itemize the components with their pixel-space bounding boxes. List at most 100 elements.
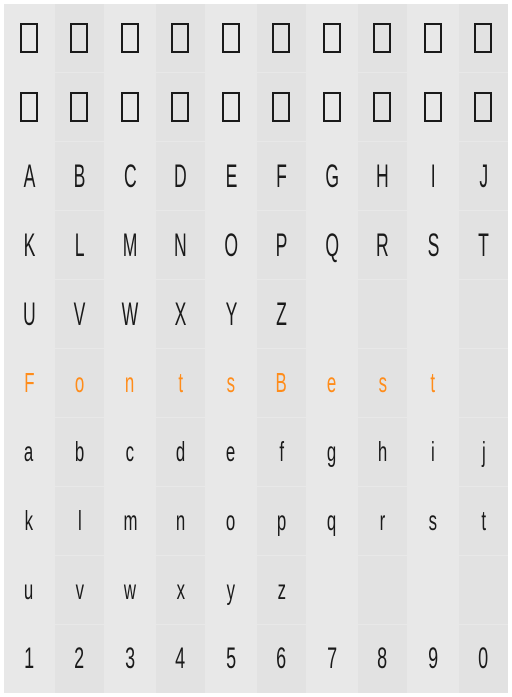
glyph: e <box>327 367 336 399</box>
glyph: X <box>175 296 186 333</box>
grid-cell <box>408 73 458 141</box>
glyph: 8 <box>378 642 387 676</box>
glyph: n <box>125 367 134 399</box>
grid-cell: T <box>459 211 509 279</box>
glyph: K <box>23 227 34 264</box>
glyph: B <box>276 367 287 399</box>
glyph: j <box>482 436 485 468</box>
grid-cell: V <box>55 280 105 348</box>
missing-glyph-icon <box>121 92 139 122</box>
glyph: z <box>277 574 285 606</box>
grid-cell <box>156 4 206 72</box>
grid-cell: b <box>55 418 105 486</box>
glyph: h <box>378 436 387 468</box>
grid-cell: 7 <box>307 625 357 693</box>
grid-cell: t <box>156 349 206 417</box>
grid-cell: d <box>156 418 206 486</box>
grid-cell: B <box>55 142 105 210</box>
glyph: t <box>178 367 182 399</box>
grid-cell: n <box>156 487 206 555</box>
glyph: s <box>227 367 235 399</box>
missing-glyph-icon <box>323 23 341 53</box>
grid-cell <box>358 4 408 72</box>
glyph: V <box>74 296 85 333</box>
grid-cell <box>4 73 54 141</box>
grid-cell: t <box>459 487 509 555</box>
glyph: o <box>75 367 84 399</box>
grid-cell <box>459 349 509 417</box>
grid-cell: 2 <box>55 625 105 693</box>
glyph: 1 <box>24 642 33 676</box>
glyph: l <box>78 505 81 537</box>
grid-cell <box>307 556 357 624</box>
glyph: P <box>276 227 287 264</box>
grid-cell: w <box>105 556 155 624</box>
missing-glyph-icon <box>20 23 38 53</box>
grid-cell: 1 <box>4 625 54 693</box>
glyph: t <box>481 505 485 537</box>
grid-cell: U <box>4 280 54 348</box>
missing-glyph-icon <box>424 23 442 53</box>
glyph: D <box>174 158 186 195</box>
glyph: Q <box>325 227 338 264</box>
grid-cell <box>307 73 357 141</box>
missing-glyph-icon <box>70 92 88 122</box>
grid-cell: B <box>257 349 307 417</box>
missing-glyph-icon <box>474 23 492 53</box>
glyph: C <box>124 158 136 195</box>
glyph: a <box>24 436 33 468</box>
missing-glyph-icon <box>171 23 189 53</box>
grid-cell: u <box>4 556 54 624</box>
grid-cell: 4 <box>156 625 206 693</box>
glyph: I <box>431 158 435 195</box>
missing-glyph-icon <box>20 92 38 122</box>
grid-cell: P <box>257 211 307 279</box>
glyph: g <box>327 436 336 468</box>
grid-cell: 0 <box>459 625 509 693</box>
glyph: H <box>376 158 388 195</box>
glyph: M <box>123 227 137 264</box>
missing-glyph-icon <box>424 92 442 122</box>
glyph: J <box>479 158 487 195</box>
glyph: S <box>427 227 438 264</box>
character-grid: ABCDEFGHIJKLMNOPQRSTUVWXYZFontsBestabcde… <box>4 4 508 693</box>
grid-cell <box>206 4 256 72</box>
grid-cell: K <box>4 211 54 279</box>
grid-cell: C <box>105 142 155 210</box>
missing-glyph-icon <box>373 92 391 122</box>
glyph: r <box>380 505 385 537</box>
glyph: 4 <box>176 642 185 676</box>
glyph: s <box>429 505 437 537</box>
grid-cell: Y <box>206 280 256 348</box>
grid-cell <box>105 4 155 72</box>
grid-cell: A <box>4 142 54 210</box>
grid-cell <box>307 4 357 72</box>
grid-cell <box>4 4 54 72</box>
grid-cell: h <box>358 418 408 486</box>
grid-cell: Q <box>307 211 357 279</box>
glyph: b <box>75 436 84 468</box>
grid-cell: l <box>55 487 105 555</box>
glyph: T <box>478 227 488 264</box>
glyph: f <box>279 436 283 468</box>
glyph: k <box>25 505 33 537</box>
glyph: R <box>376 227 388 264</box>
glyph: 7 <box>327 642 336 676</box>
grid-cell: r <box>358 487 408 555</box>
glyph: L <box>75 227 84 264</box>
missing-glyph-icon <box>373 23 391 53</box>
grid-cell: n <box>105 349 155 417</box>
grid-cell: i <box>408 418 458 486</box>
grid-cell: e <box>307 349 357 417</box>
grid-cell: t <box>408 349 458 417</box>
glyph: o <box>226 505 235 537</box>
glyph: 0 <box>479 642 488 676</box>
grid-cell <box>307 280 357 348</box>
missing-glyph-icon <box>222 92 240 122</box>
grid-cell: R <box>358 211 408 279</box>
missing-glyph-icon <box>323 92 341 122</box>
grid-cell: D <box>156 142 206 210</box>
glyph: A <box>23 158 34 195</box>
grid-cell: H <box>358 142 408 210</box>
grid-cell: M <box>105 211 155 279</box>
